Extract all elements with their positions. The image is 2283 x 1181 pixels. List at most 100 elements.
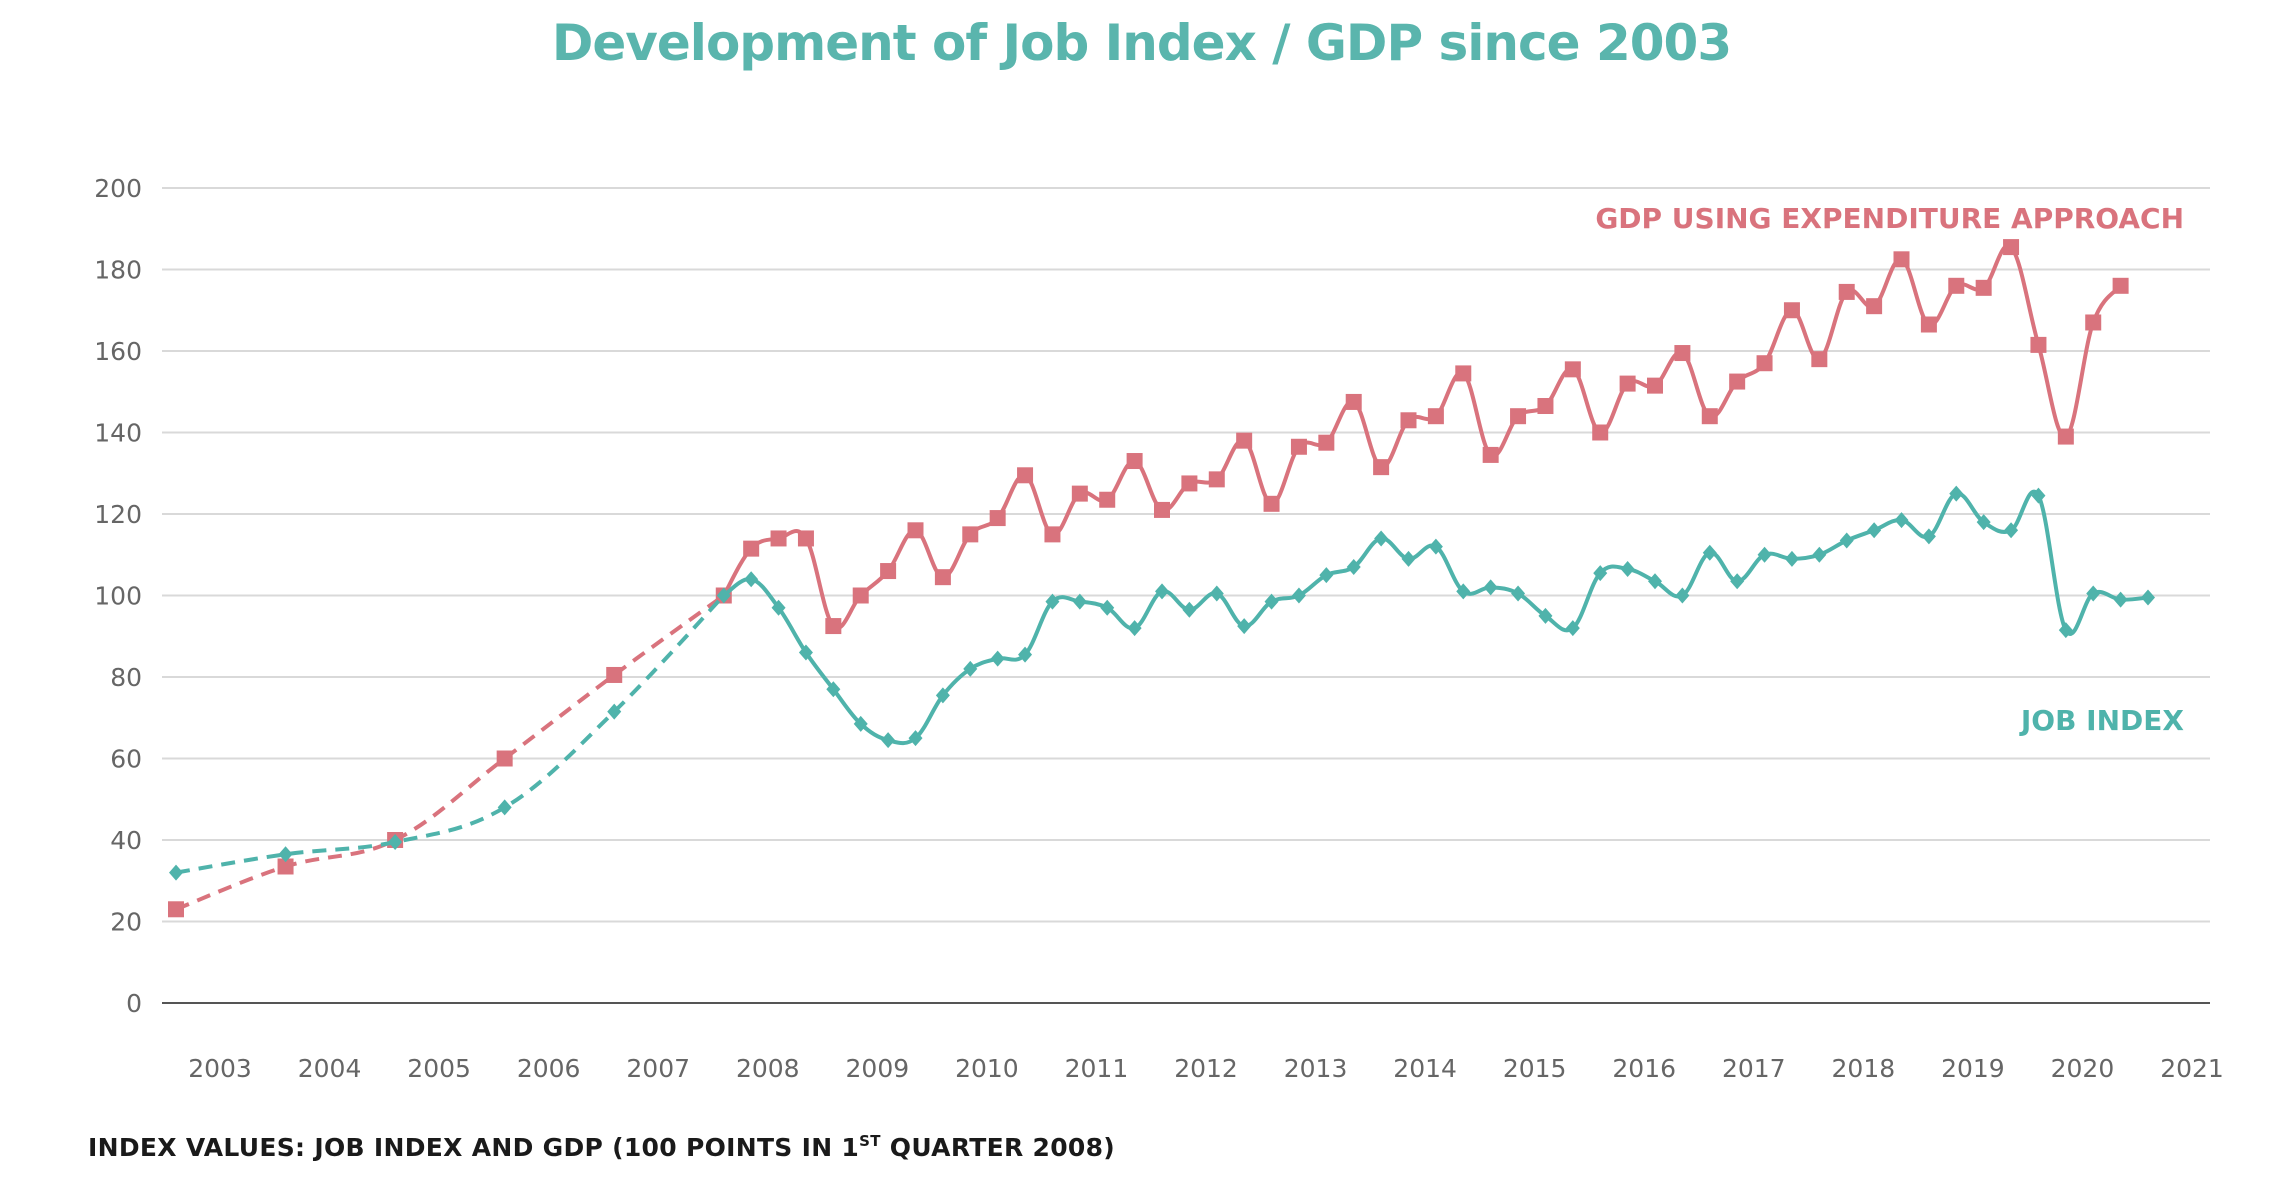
- job-index-point: [2141, 589, 2155, 606]
- gdp-point: [2057, 428, 2074, 445]
- job-index-point: [169, 864, 183, 881]
- gdp-point: [1866, 298, 1883, 315]
- job-index-point: [607, 703, 622, 720]
- job-index-point: [798, 644, 813, 661]
- x-tick-label: 2019: [1941, 1054, 2005, 1083]
- gdp-point: [2030, 336, 2047, 353]
- gdp-point: [1017, 467, 1034, 484]
- gdp-point: [1400, 412, 1417, 429]
- gdp-point: [1236, 432, 1253, 449]
- job-index-point: [1867, 522, 1882, 539]
- gdp-point: [907, 522, 924, 539]
- footnote-tail: QUARTER 2008): [880, 1133, 1116, 1162]
- job-index-point: [1428, 538, 1443, 555]
- gdp-point: [1674, 345, 1691, 362]
- job-index-point: [1702, 544, 1717, 561]
- x-tick-label: 2015: [1503, 1054, 1567, 1083]
- x-tick-label: 2009: [846, 1054, 910, 1083]
- gdp-quarterly-line: [722, 243, 2123, 631]
- gdp-point: [1811, 351, 1828, 368]
- x-tick-label: 2006: [517, 1054, 581, 1083]
- x-tick-label: 2014: [1393, 1054, 1457, 1083]
- gdp-point: [1455, 365, 1472, 382]
- job-index-point: [1182, 601, 1197, 618]
- y-tick-label: 100: [94, 582, 142, 611]
- job-index-point: [1949, 485, 1964, 502]
- y-tick-label: 0: [126, 989, 142, 1018]
- y-tick-label: 60: [110, 745, 142, 774]
- gdp-point: [1345, 393, 1362, 410]
- x-tick-label: 2003: [188, 1054, 252, 1083]
- job-index-annual-line: [175, 594, 726, 875]
- job-index-point: [1784, 550, 1799, 567]
- gdp-point: [496, 750, 513, 767]
- gdp-point: [1427, 408, 1444, 425]
- job-index-point: [1264, 593, 1279, 610]
- gdp-point: [1071, 485, 1088, 502]
- gdp-point: [1783, 302, 1800, 319]
- job-index-point: [1072, 593, 1087, 610]
- gdp-point: [2085, 314, 2102, 331]
- gdp-point: [1510, 408, 1527, 425]
- x-tick-label: 2021: [2160, 1054, 2224, 1083]
- job-index-point: [1921, 528, 1936, 545]
- gdp-point: [852, 587, 869, 604]
- job-index-point: [1620, 561, 1635, 578]
- x-tick-label: 2008: [736, 1054, 800, 1083]
- gdp-point: [2112, 277, 2129, 294]
- job-index-point: [908, 730, 923, 747]
- gdp-point: [1154, 501, 1170, 518]
- job-index-point: [744, 571, 759, 588]
- job-index-point: [2004, 522, 2019, 539]
- job-index-point: [990, 650, 1005, 667]
- x-tick-label: 2004: [298, 1054, 362, 1083]
- job-index-point: [2086, 585, 2101, 602]
- footnote-main: INDEX VALUES: JOB INDEX AND GDP (100 POI…: [88, 1133, 860, 1162]
- y-tick-label: 120: [94, 500, 142, 529]
- gdp-point: [1920, 316, 1937, 333]
- gdp-point: [1647, 377, 1663, 394]
- gdp-point: [606, 666, 623, 683]
- job-index-point: [1511, 585, 1526, 602]
- gdp-point: [1592, 424, 1609, 441]
- series-labels: GDP USING EXPENDITURE APPROACH JOB INDEX: [1595, 202, 2184, 737]
- gdp-point: [1975, 279, 1992, 296]
- gdp-point: [1701, 408, 1718, 425]
- gdp-annual-line: [175, 593, 725, 912]
- job-index-point: [1155, 583, 1169, 600]
- y-tick-label: 80: [110, 663, 142, 692]
- x-tick-label: 2017: [1722, 1054, 1786, 1083]
- gdp-point: [1044, 526, 1061, 543]
- gdp-point: [1729, 373, 1746, 390]
- job-index-point: [497, 799, 512, 816]
- y-axis-ticks: 0 20 40 60 80 100 120 140 160 180 200: [94, 174, 142, 1018]
- job-index-point: [388, 834, 403, 851]
- job-index-point: [2113, 591, 2128, 608]
- job-index-point: [1648, 573, 1662, 590]
- series-layer: [168, 239, 2155, 918]
- x-axis-ticks: 2003 2004 2005 2006 2007 2008 2009 2010 2011 2012…: [188, 1054, 2224, 1083]
- job-index-point: [1291, 587, 1306, 604]
- gdp-point: [1838, 283, 1855, 300]
- job-index-point: [1730, 573, 1745, 590]
- job-index-point: [935, 687, 950, 704]
- gdp-point: [743, 540, 760, 557]
- job-index-point: [716, 587, 731, 604]
- y-tick-label: 180: [94, 256, 142, 285]
- job-index-point: [1045, 593, 1060, 610]
- job-index-point: [1565, 620, 1580, 637]
- job-index-point: [1812, 546, 1827, 563]
- x-tick-label: 2013: [1284, 1054, 1348, 1083]
- gdp-point: [797, 530, 814, 547]
- job-index-point: [881, 732, 896, 749]
- job-index-point: [1456, 583, 1471, 600]
- gdp-point: [277, 858, 294, 875]
- x-tick-label: 2018: [1832, 1054, 1896, 1083]
- gdp-point: [1099, 491, 1116, 508]
- footnote: INDEX VALUES: JOB INDEX AND GDP (100 POI…: [88, 1132, 1115, 1162]
- gdp-point: [1619, 375, 1636, 392]
- y-tick-label: 20: [110, 908, 142, 937]
- gdp-point: [1373, 459, 1390, 476]
- gdp-point: [825, 618, 842, 635]
